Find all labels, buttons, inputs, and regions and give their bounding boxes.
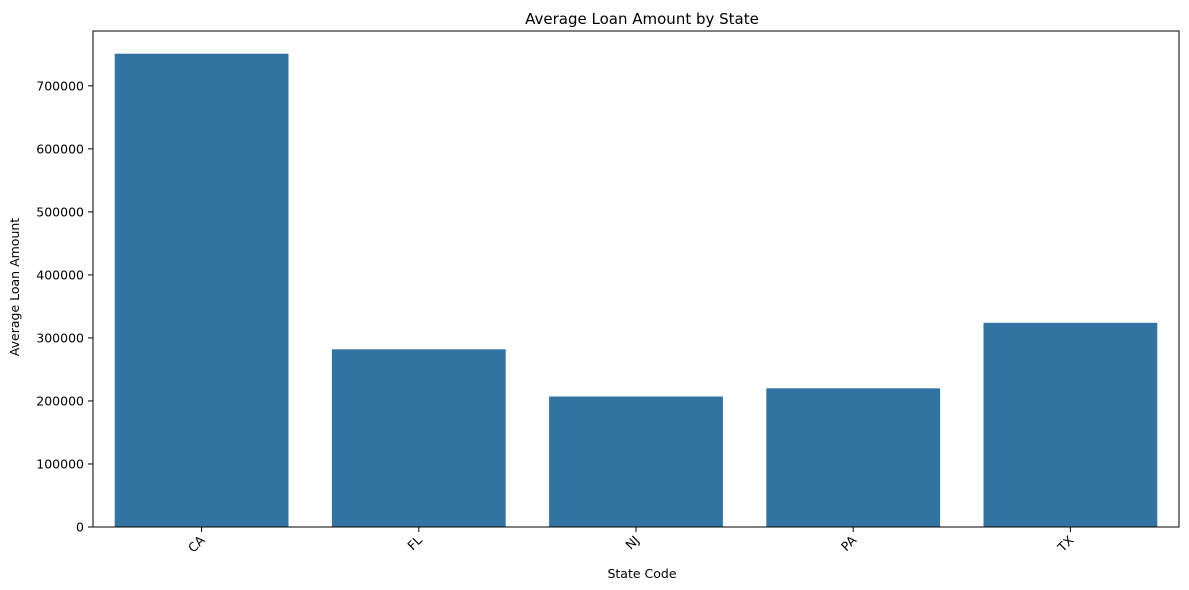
bar-fl bbox=[331, 349, 506, 527]
y-axis-label: Average Loan Amount bbox=[7, 218, 22, 356]
x-tick-label-nj: NJ bbox=[622, 533, 642, 553]
y-tick-label: 0 bbox=[76, 520, 84, 535]
x-axis-ticks: CA FL NJ PA TX bbox=[185, 527, 1077, 555]
bar-tx bbox=[983, 322, 1158, 527]
y-axis-ticks: 0 100000 200000 300000 400000 500000 600000 700… bbox=[36, 78, 93, 535]
bar-ca bbox=[114, 53, 289, 527]
bar-nj bbox=[549, 396, 723, 527]
x-tick-label-fl: FL bbox=[404, 532, 425, 553]
x-tick-label-ca: CA bbox=[185, 532, 208, 555]
x-axis-label: State Code bbox=[607, 566, 676, 581]
bar-pa bbox=[766, 388, 941, 527]
y-tick-label: 100000 bbox=[36, 456, 84, 471]
y-tick-label: 600000 bbox=[36, 141, 84, 156]
x-tick-label-pa: PA bbox=[838, 532, 860, 554]
y-tick-label: 400000 bbox=[36, 267, 84, 282]
bars-layer bbox=[114, 53, 1158, 527]
chart-title: Average Loan Amount by State bbox=[525, 10, 759, 28]
x-tick-label-tx: TX bbox=[1054, 532, 1077, 555]
y-tick-label: 700000 bbox=[36, 78, 84, 93]
y-tick-label: 300000 bbox=[36, 330, 84, 345]
y-tick-label: 500000 bbox=[36, 204, 84, 219]
y-tick-label: 200000 bbox=[36, 393, 84, 408]
